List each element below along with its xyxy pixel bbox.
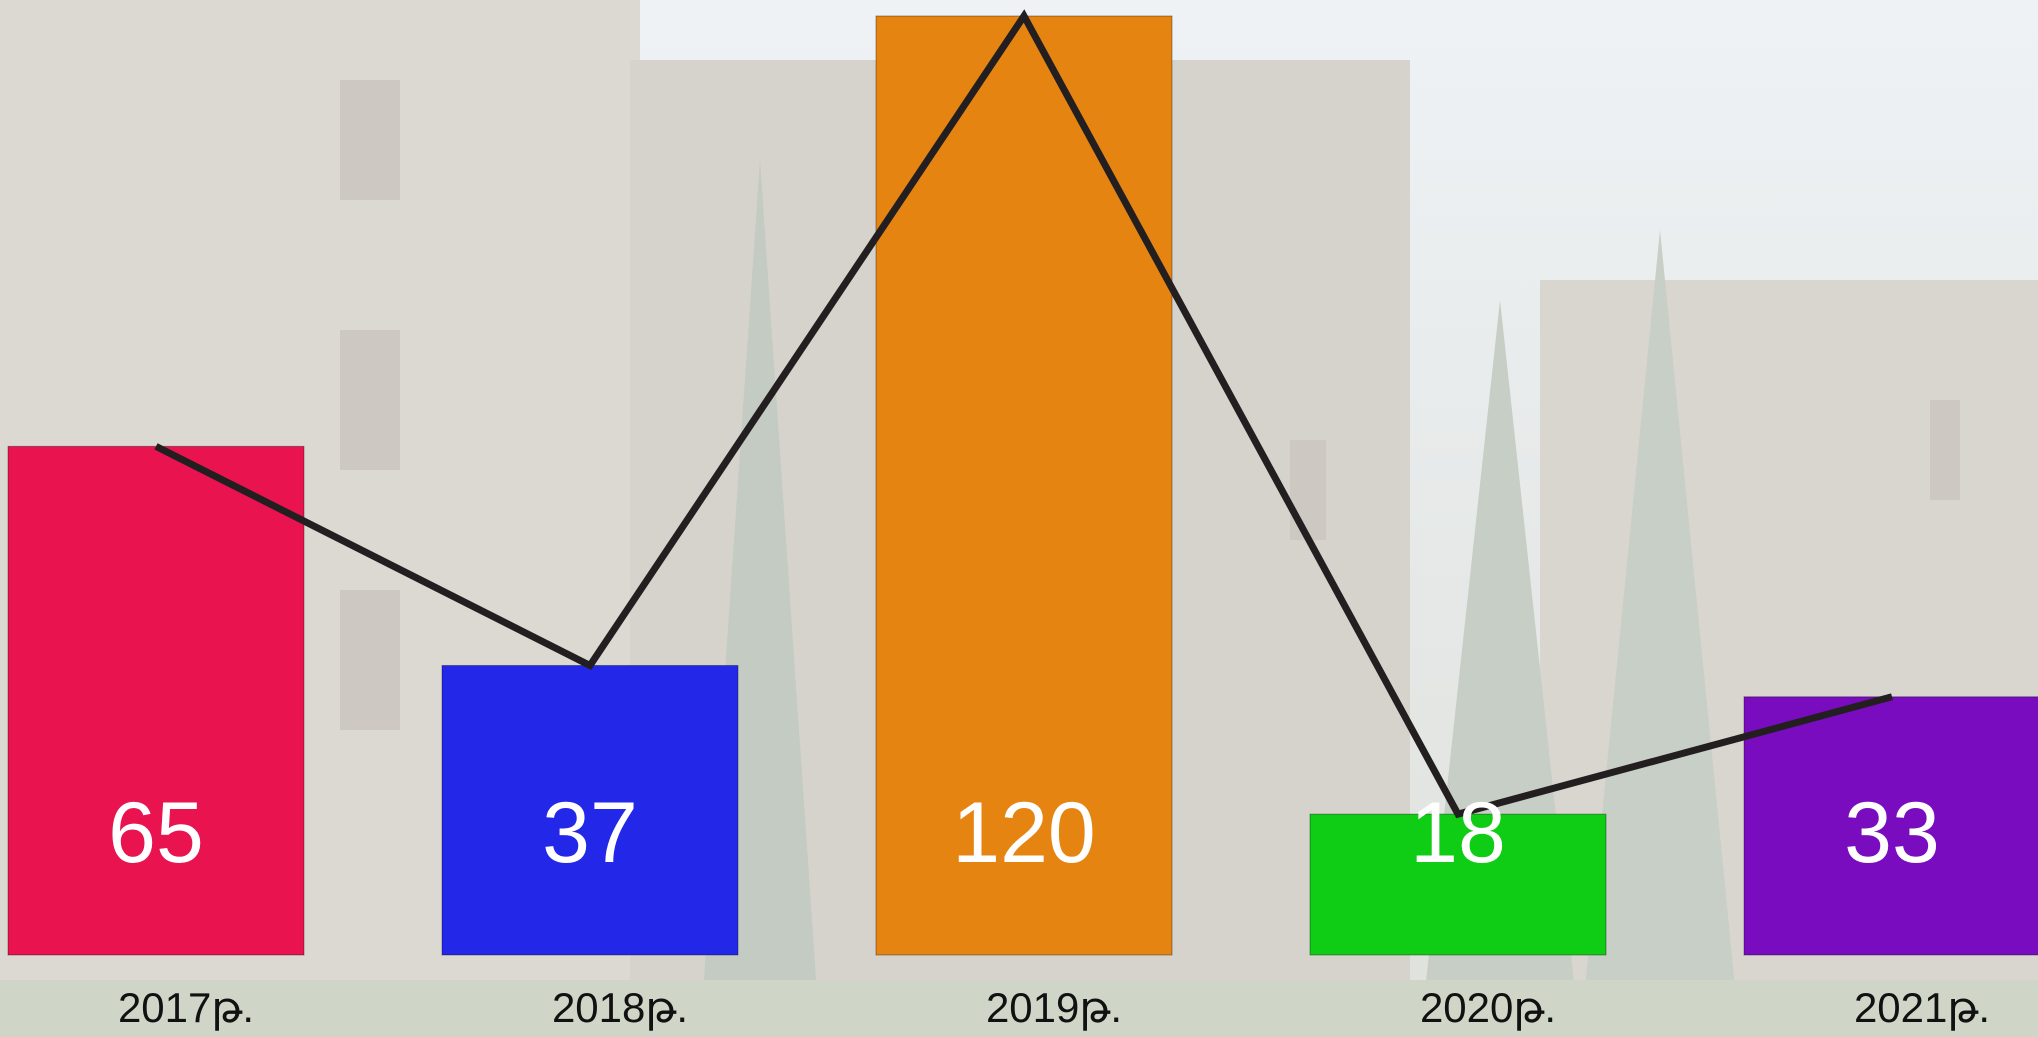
- x-tick-label: 2018թ.: [552, 984, 688, 1031]
- bar: [1743, 696, 2038, 956]
- value-label: 33: [1844, 785, 1940, 881]
- value-label: 18: [1410, 785, 1506, 881]
- x-tick-label: 2020թ.: [1420, 984, 1556, 1031]
- plot: 65 2017թ. 37 2018թ. 120 2019թ. 18 2020թ. 33 2021թ…: [7, 9, 2038, 1031]
- trend-line: [154, 9, 1893, 819]
- bar: [7, 445, 305, 956]
- x-tick-label: 2017թ.: [118, 984, 254, 1031]
- x-tick-label: 2021թ.: [1854, 984, 1990, 1031]
- bar: [1309, 813, 1607, 956]
- value-label: 65: [108, 785, 204, 881]
- bar: [441, 664, 739, 956]
- value-label: 37: [542, 785, 638, 881]
- bar: [875, 15, 1173, 956]
- value-label: 120: [952, 785, 1096, 881]
- x-tick-label: 2019թ.: [986, 984, 1122, 1031]
